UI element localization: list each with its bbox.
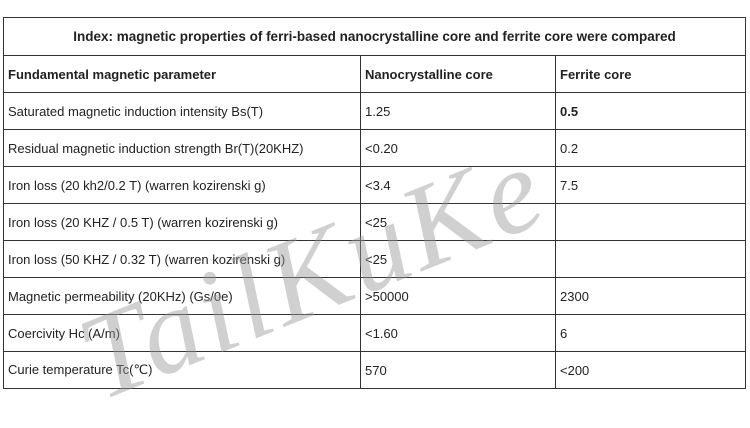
table-cell: 2300 — [555, 277, 746, 315]
table-cell: Residual magnetic induction strength Br(… — [3, 129, 361, 167]
table-cell: <1.60 — [360, 314, 556, 352]
title-row: Index: magnetic properties of ferri-base… — [3, 17, 746, 56]
table-cell: Coercivity Hc (A/m) — [3, 314, 361, 352]
table-cell: Iron loss (50 KHZ / 0.32 T) (warren kozi… — [3, 240, 361, 278]
table-cell — [555, 240, 746, 278]
table-row: Iron loss (50 KHZ / 0.32 T) (warren kozi… — [3, 240, 746, 278]
table-cell: <25 — [360, 240, 556, 278]
table-cell: Iron loss (20 KHZ / 0.5 T) (warren kozir… — [3, 203, 361, 241]
table-row: Saturated magnetic induction intensity B… — [3, 92, 746, 130]
table-cell: 570 — [360, 351, 556, 389]
table-row: Residual magnetic induction strength Br(… — [3, 129, 746, 167]
table-cell: <3.4 — [360, 166, 556, 204]
table-row: Iron loss (20 KHZ / 0.5 T) (warren kozir… — [3, 203, 746, 241]
table-wrap: Index: magnetic properties of ferri-base… — [3, 17, 746, 389]
table-cell: 7.5 — [555, 166, 746, 204]
table-cell: Saturated magnetic induction intensity B… — [3, 92, 361, 130]
table-cell: 0.2 — [555, 129, 746, 167]
header-cell: Nanocrystalline core — [360, 55, 556, 93]
table-cell: 1.25 — [360, 92, 556, 130]
table-row: Magnetic permeability (20KHz) (Gs/0e) >50… — [3, 277, 746, 315]
comparison-table: Index: magnetic properties of ferri-base… — [3, 17, 746, 389]
table-cell: >50000 — [360, 277, 556, 315]
table-cell — [555, 203, 746, 241]
table-cell: 0.5 — [555, 92, 746, 130]
header-cell: Fundamental magnetic parameter — [3, 55, 361, 93]
table-row: Coercivity Hc (A/m) <1.60 6 — [3, 314, 746, 352]
table-cell: Magnetic permeability (20KHz) (Gs/0e) — [3, 277, 361, 315]
table-cell: 6 — [555, 314, 746, 352]
table-title: Index: magnetic properties of ferri-base… — [3, 17, 746, 56]
table-cell: Curie temperature Tc(℃) — [3, 351, 361, 389]
table-cell: <0.20 — [360, 129, 556, 167]
header-row: Fundamental magnetic parameter Nanocrysta… — [3, 55, 746, 93]
page: {"table": { "title": "Index: magnetic pr… — [3, 17, 746, 426]
table-cell: Iron loss (20 kh2/0.2 T) (warren koziren… — [3, 166, 361, 204]
header-cell: Ferrite core — [555, 55, 746, 93]
table-cell: <200 — [555, 351, 746, 389]
table-cell: <25 — [360, 203, 556, 241]
table-row: Curie temperature Tc(℃) 570 <200 — [3, 351, 746, 389]
table-body: Index: magnetic properties of ferri-base… — [3, 17, 746, 389]
table-row: Iron loss (20 kh2/0.2 T) (warren koziren… — [3, 166, 746, 204]
